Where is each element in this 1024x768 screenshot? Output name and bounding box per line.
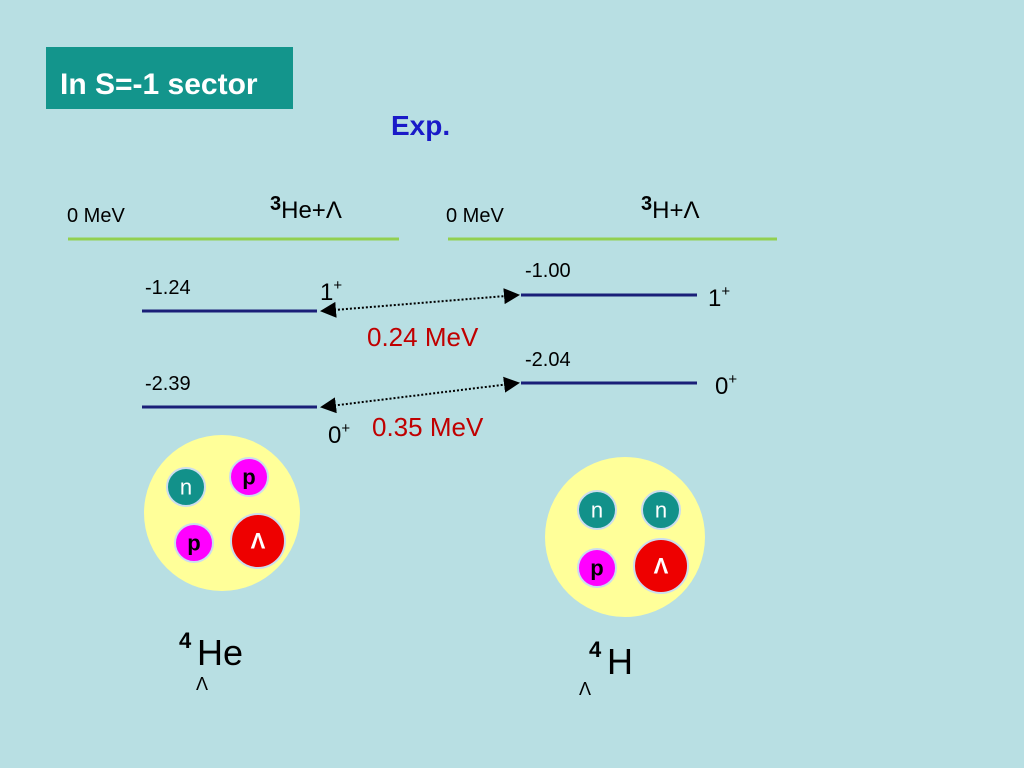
- particle-label: p: [590, 556, 603, 581]
- nucleus-sub: Λ: [196, 674, 208, 694]
- level-energy: -1.24: [145, 277, 191, 299]
- threshold-label: 0 MeV: [67, 205, 125, 227]
- neutron: [641, 490, 681, 530]
- nucleus: [545, 457, 705, 617]
- particle-label: p: [242, 465, 255, 490]
- subtitle: Exp.: [391, 110, 450, 141]
- title-box: [46, 47, 293, 109]
- particle-label: Λ: [251, 529, 266, 554]
- level-spin: 0+: [328, 420, 350, 449]
- channel-label: He+Λ: [281, 197, 342, 224]
- particle-label: p: [187, 531, 200, 556]
- level-energy: -2.04: [525, 349, 571, 371]
- threshold-label: 0 MeV: [446, 205, 504, 227]
- level-spin: 0+: [715, 371, 737, 400]
- nucleus-mass: 4: [179, 628, 192, 653]
- nucleus-sub: Λ: [579, 679, 591, 699]
- nucleus-symbol: He: [197, 632, 243, 673]
- threshold-channel: 3H+Λ: [641, 193, 700, 224]
- splitting-arrow: [320, 376, 520, 414]
- spin: 1: [708, 285, 721, 312]
- lambda: [633, 538, 689, 594]
- spin: 0: [328, 422, 341, 449]
- particle-label: n: [655, 498, 667, 523]
- nucleus-symbol: H: [607, 641, 633, 682]
- particle-label: n: [180, 475, 192, 500]
- channel-label: H+Λ: [652, 197, 699, 224]
- splitting-label: 0.35 MeV: [372, 412, 484, 442]
- threshold-channel: 3He+Λ: [270, 193, 342, 224]
- splitting-arrow: [320, 288, 520, 318]
- level-energy: -2.39: [145, 373, 191, 395]
- proton: [174, 523, 214, 563]
- spin: 1: [320, 279, 333, 306]
- spin: 0: [715, 373, 728, 400]
- lambda: [230, 513, 286, 569]
- proton: [229, 457, 269, 497]
- level-energy: -1.00: [525, 260, 571, 282]
- parity: +: [721, 283, 730, 300]
- level-spin: 1+: [708, 283, 730, 312]
- parity: +: [728, 371, 737, 388]
- mass-number: 3: [641, 193, 652, 215]
- nucleus-mass: 4: [589, 637, 602, 662]
- parity: +: [341, 420, 350, 437]
- particle-label: n: [591, 498, 603, 523]
- proton: [577, 548, 617, 588]
- parity: +: [333, 277, 342, 294]
- nucleus: [144, 435, 300, 591]
- splitting-label: 0.24 MeV: [367, 322, 479, 352]
- neutron: [577, 490, 617, 530]
- particle-label: Λ: [654, 554, 669, 579]
- mass-number: 3: [270, 193, 281, 215]
- neutron: [166, 467, 206, 507]
- title: In S=-1 sector: [60, 68, 258, 101]
